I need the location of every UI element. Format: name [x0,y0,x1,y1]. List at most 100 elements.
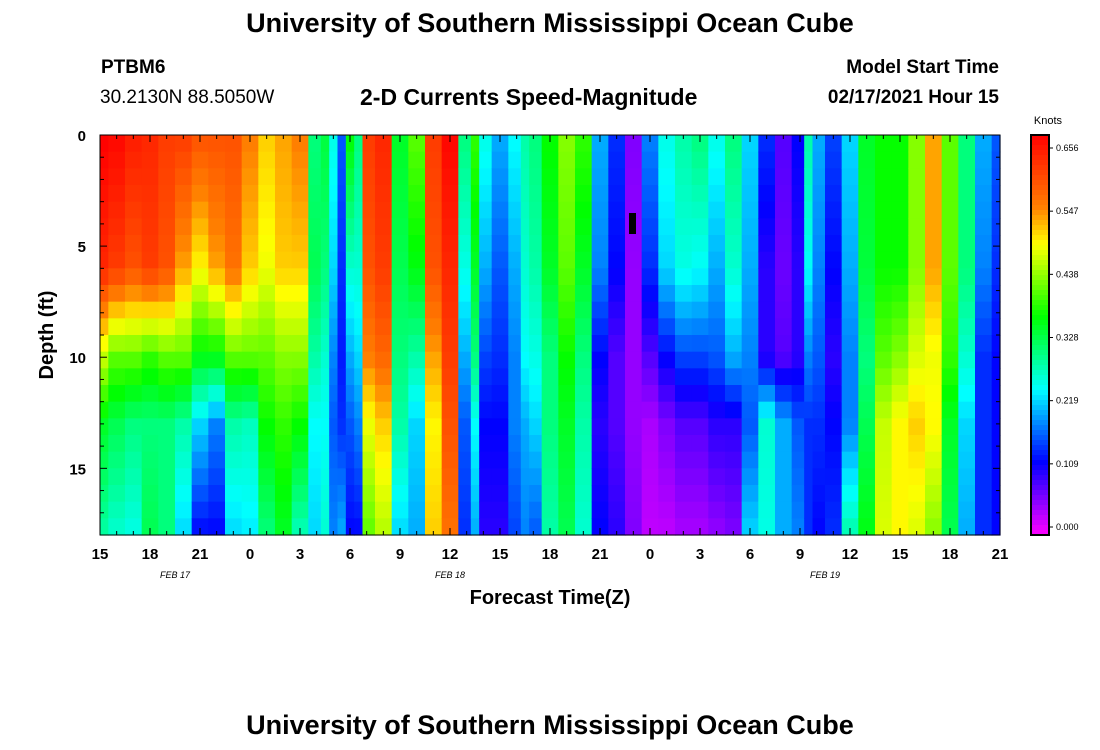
heatmap-cell [858,518,876,536]
heatmap-cell [725,401,743,419]
heatmap-cell [345,135,355,153]
heatmap-cell [241,368,259,386]
colorbar-swatch [1031,290,1049,296]
heatmap-cell [191,368,209,386]
heatmap-cell [775,218,793,236]
heatmap-cell [362,201,376,219]
heatmap-cell [875,235,893,253]
heatmap-cell [812,135,826,153]
heatmap-cell [812,151,826,169]
heatmap-cell [804,201,814,219]
heatmap-cell [258,301,276,319]
heatmap-cell [925,318,943,336]
heatmap-cell [708,268,726,286]
heatmap-cell [925,201,943,219]
heatmap-cell [608,468,626,486]
x-tick-label: 9 [796,546,804,563]
heatmap-cell [812,351,826,369]
heatmap-cell [641,385,659,403]
heatmap-cell [425,151,443,169]
heatmap-cell [825,318,843,336]
heatmap-cell [875,485,893,503]
heatmap-cell [362,468,376,486]
heatmap-cell [841,135,859,153]
heatmap-cell [875,251,893,269]
heatmap-cell [425,451,443,469]
heatmap-cell [608,285,626,303]
heatmap-cell [441,468,459,486]
heatmap-cell [425,185,443,203]
heatmap-cell [991,385,1001,403]
heatmap-cell [491,268,509,286]
x-tick-label: 0 [246,546,254,563]
heatmap-cell [641,251,659,269]
heatmap-cell [575,318,593,336]
heatmap-cell [725,518,743,536]
heatmap-cell [825,435,843,453]
heatmap-cell [958,201,976,219]
heatmap-cell [275,501,293,519]
heatmap-cell [725,451,743,469]
heatmap-cell [125,518,143,536]
heatmap-cell [675,368,693,386]
x-tick-label: 21 [992,546,1009,563]
heatmap-cell [158,351,176,369]
heatmap-cell [425,318,443,336]
heatmap-cell [125,201,143,219]
heatmap-cell [741,168,759,186]
heatmap-cell [691,351,709,369]
heatmap-cell [470,485,480,503]
heatmap-cell [529,485,543,503]
heatmap-cell [275,285,293,303]
heatmap-cell [941,401,959,419]
heatmap-cell [875,518,893,536]
heatmap-cell [791,501,805,519]
heatmap-cell [191,185,209,203]
heatmap-cell [875,368,893,386]
heatmap-cell [675,385,693,403]
colorbar-swatch [1031,160,1049,166]
heatmap-cell [941,418,959,436]
heatmap-cell [458,385,472,403]
heatmap-cell [858,235,876,253]
heatmap-cell [891,185,909,203]
heatmap-cell [958,285,976,303]
heatmap-cell [345,468,355,486]
heatmap-cell [320,168,330,186]
heatmap-cell [408,151,426,169]
heatmap-cell [841,235,859,253]
heatmap-cell [108,435,126,453]
heatmap-cell [608,185,626,203]
heatmap-cell [362,401,376,419]
heatmap-cell [391,218,409,236]
heatmap-cell [875,285,893,303]
heatmap-cell [991,218,1001,236]
heatmap-cell [100,268,109,286]
heatmap-cell [775,418,793,436]
heatmap-cell [391,235,409,253]
heatmap-cell [191,318,209,336]
colorbar-swatch [1031,465,1049,471]
heatmap-cell [891,201,909,219]
heatmap-cell [108,518,126,536]
heatmap-cell [470,135,480,153]
heatmap-cell [658,151,676,169]
heatmap-cell [558,351,576,369]
heatmap-cell [658,418,676,436]
heatmap-cell [975,485,993,503]
heatmap-cell [812,385,826,403]
heatmap-cell [975,335,993,353]
heatmap-cell [391,285,409,303]
heatmap-cell [491,435,509,453]
colorbar-swatch [1031,190,1049,196]
heatmap-cell [491,285,509,303]
heatmap-cell [812,451,826,469]
heatmap-cell [925,168,943,186]
heatmap-cell [941,301,959,319]
heatmap-cell [908,368,926,386]
heatmap-cell [991,201,1001,219]
heatmap-cell [675,435,693,453]
heatmap-cell [362,451,376,469]
heatmap-cell [875,351,893,369]
heatmap-cell [345,285,355,303]
